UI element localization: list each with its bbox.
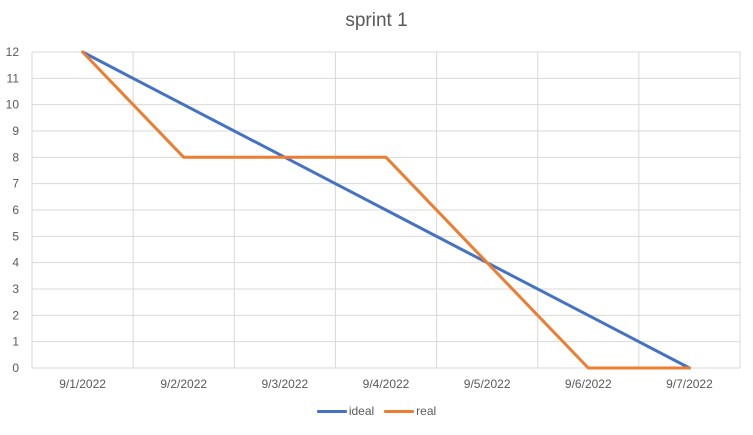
y-tick-label: 3 [12, 282, 19, 296]
y-tick-label: 5 [12, 229, 19, 243]
legend-label-real: real [416, 404, 437, 418]
x-tick-label: 9/6/2022 [565, 377, 612, 391]
legend-label-ideal: ideal [348, 404, 375, 418]
x-tick-label: 9/1/2022 [59, 377, 106, 391]
y-tick-label: 7 [12, 177, 19, 191]
y-tick-label: 4 [12, 256, 19, 270]
chart-title: sprint 1 [345, 10, 408, 31]
series-lines [81, 50, 691, 370]
x-tick-label: 9/3/2022 [261, 377, 308, 391]
x-tick-label: 9/7/2022 [666, 377, 713, 391]
legend-swatch-ideal [316, 409, 347, 413]
y-tick-label: 0 [12, 361, 19, 375]
y-tick-label: 2 [12, 308, 19, 322]
y-tick-label: 10 [6, 98, 20, 112]
legend-item-ideal: ideal [316, 404, 375, 418]
legend-item-real: real [384, 404, 436, 418]
y-tick-label: 1 [12, 335, 19, 349]
legend: ideal real [0, 404, 753, 418]
y-tick-label: 12 [6, 45, 20, 59]
y-tick-label: 9 [12, 124, 19, 138]
y-tick-label: 11 [7, 71, 20, 85]
x-tick-label: 9/5/2022 [464, 377, 511, 391]
y-tick-label: 6 [12, 203, 19, 217]
series-line-ideal [81, 50, 691, 370]
legend-swatch-real [384, 409, 415, 413]
y-tick-label: 8 [12, 150, 19, 164]
x-tick-label: 9/2/2022 [160, 377, 207, 391]
x-axis-tick-labels: 9/1/2022 9/2/2022 9/3/2022 9/4/2022 9/5/2022… [59, 377, 713, 391]
series-line-real [81, 50, 691, 370]
x-tick-label: 9/4/2022 [363, 377, 410, 391]
